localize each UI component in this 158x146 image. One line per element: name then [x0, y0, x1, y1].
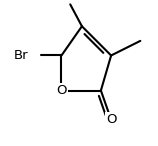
Text: Br: Br: [13, 49, 28, 62]
Text: O: O: [106, 113, 116, 126]
Text: O: O: [56, 84, 67, 97]
